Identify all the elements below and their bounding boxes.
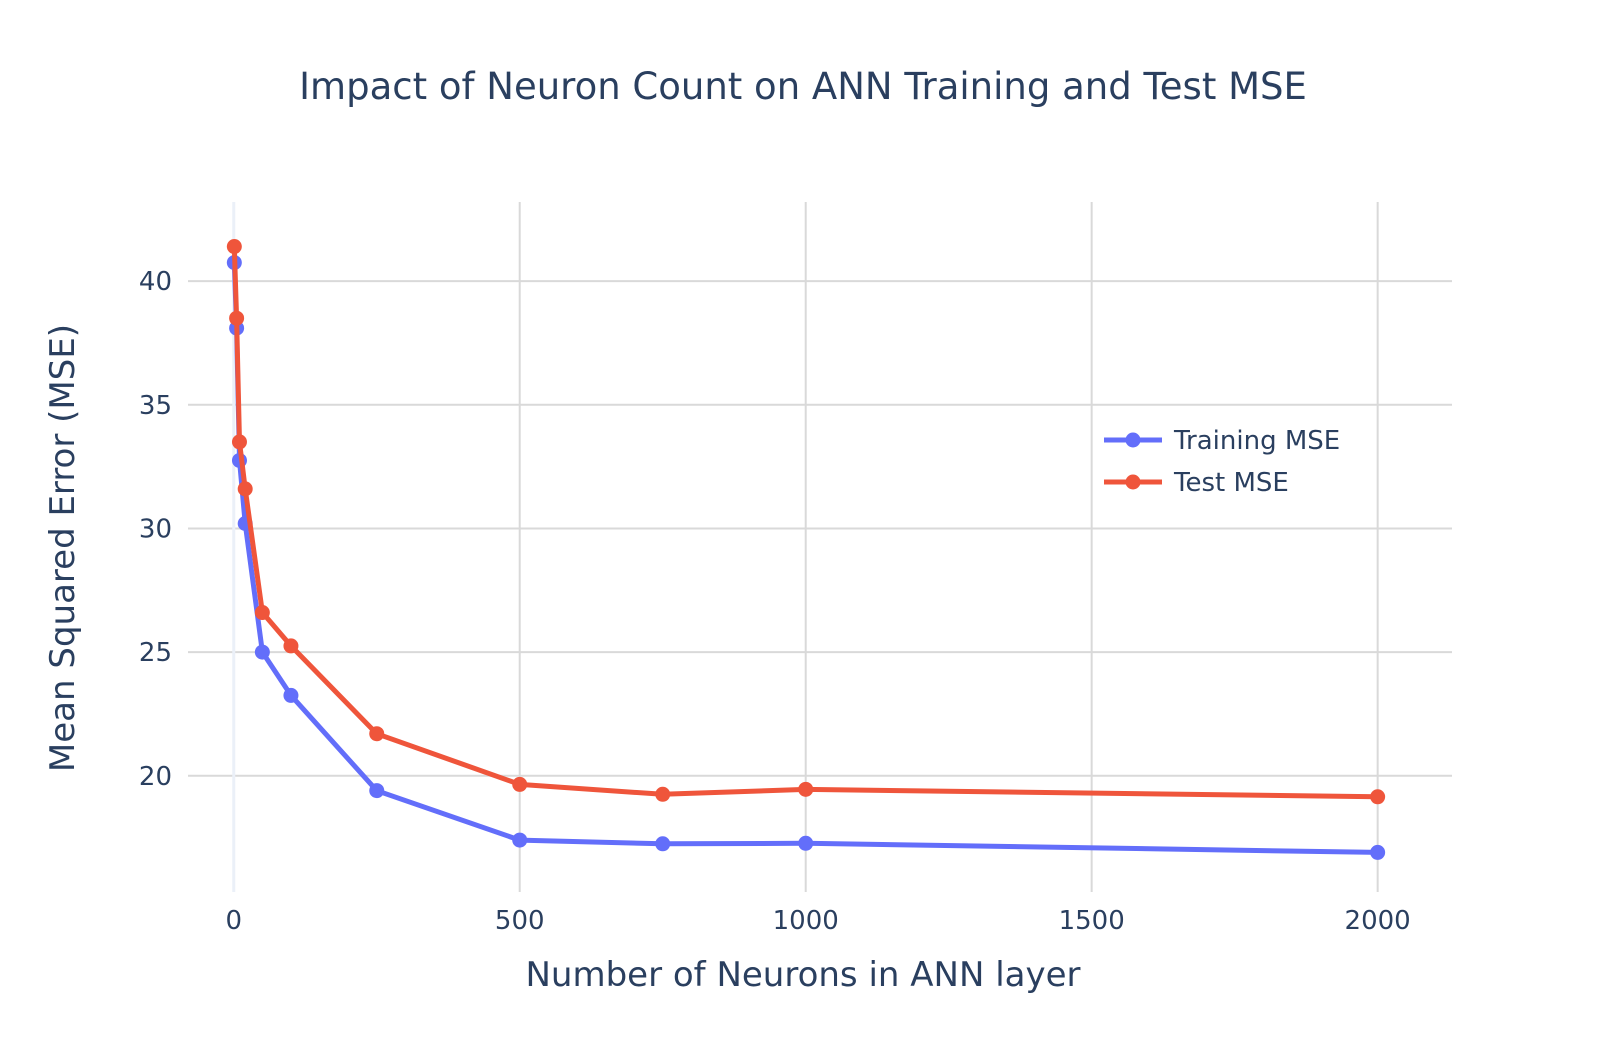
- data-point: [283, 638, 299, 654]
- legend-label: Test MSE: [1173, 468, 1289, 498]
- x-tick-label: 1500: [1059, 906, 1125, 936]
- x-tick-label: 500: [495, 906, 545, 936]
- y-tick-label: 20: [139, 762, 172, 792]
- data-point: [655, 786, 671, 802]
- gridlines: [188, 202, 1452, 892]
- data-point: [254, 644, 270, 660]
- y-axis-title: Mean Squared Error (MSE): [43, 324, 83, 772]
- x-tick-label: 2000: [1345, 906, 1411, 936]
- x-tick-label: 1000: [773, 906, 839, 936]
- legend-label: Training MSE: [1173, 426, 1340, 456]
- legend-marker: [1125, 474, 1141, 490]
- data-point: [231, 434, 247, 450]
- data-point: [283, 687, 299, 703]
- data-point: [798, 781, 814, 797]
- x-axis-title: Number of Neurons in ANN layer: [525, 955, 1080, 995]
- series-test-mse: [226, 239, 1386, 805]
- data-point: [512, 776, 528, 792]
- data-point: [1370, 789, 1386, 805]
- data-point: [1370, 844, 1386, 860]
- plot-area: 0 500 1000 1500 2000 20 25 30 35 40: [139, 202, 1452, 936]
- tick-labels: 0 500 1000 1500 2000 20 25 30 35 40: [139, 267, 1411, 936]
- legend-item: Test MSE: [1104, 468, 1289, 498]
- data-point: [369, 783, 385, 799]
- y-tick-label: 30: [139, 514, 172, 544]
- data-point: [369, 726, 385, 742]
- y-tick-label: 40: [139, 267, 172, 297]
- data-point: [798, 835, 814, 851]
- y-tick-label: 35: [139, 391, 172, 421]
- data-point: [226, 239, 242, 255]
- legend: Training MSE Test MSE: [1104, 426, 1340, 498]
- data-point: [655, 836, 671, 852]
- x-tick-label: 0: [225, 906, 242, 936]
- data-point: [237, 481, 253, 497]
- data-point: [512, 832, 528, 848]
- chart-title: Impact of Neuron Count on ANN Training a…: [299, 65, 1307, 108]
- y-tick-label: 25: [139, 638, 172, 668]
- data-point: [254, 605, 270, 621]
- legend-item: Training MSE: [1104, 426, 1340, 456]
- legend-marker: [1125, 432, 1141, 448]
- data-point: [229, 310, 245, 326]
